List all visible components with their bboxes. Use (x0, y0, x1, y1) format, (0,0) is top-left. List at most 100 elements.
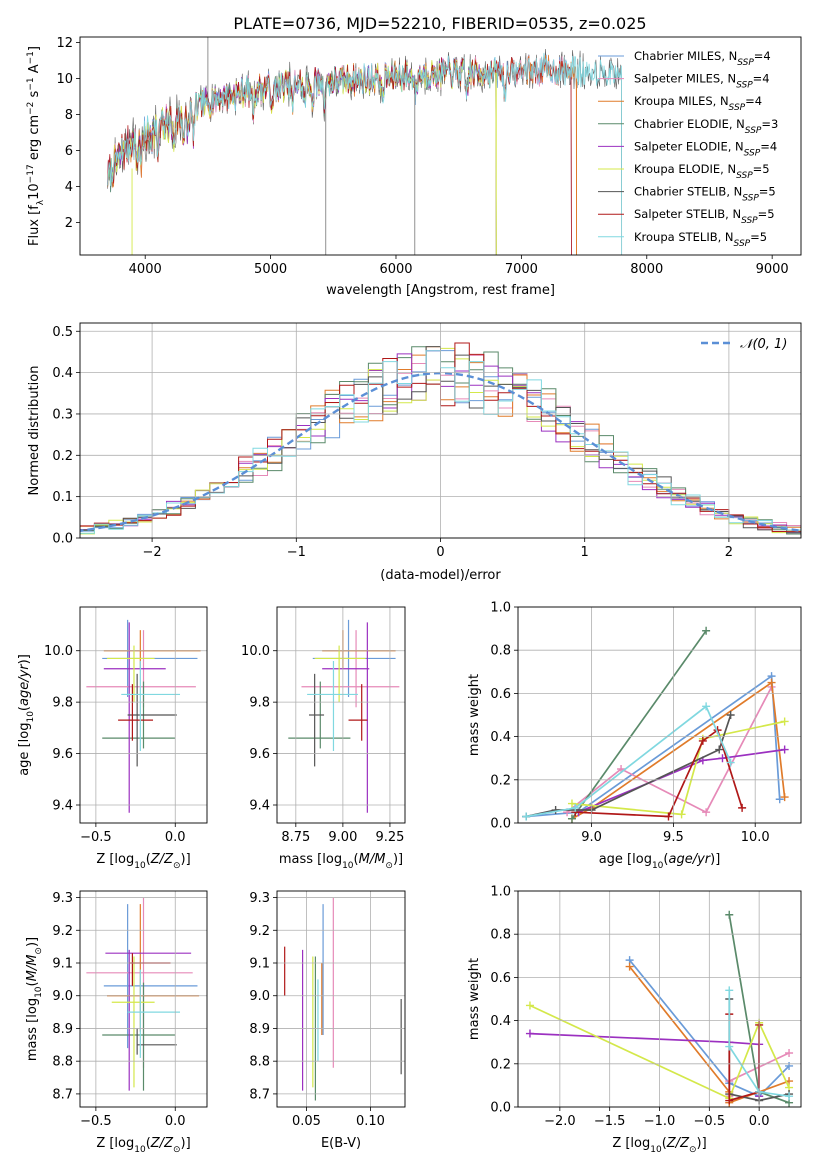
x-tick-label: 6000 (379, 262, 412, 277)
x-tick-label: −1 (287, 545, 306, 560)
spectrum-line (107, 52, 623, 255)
x-tick-label: 8000 (630, 262, 663, 277)
x-tick-label: 1 (581, 545, 589, 560)
legend-label: Chabrier MILES, NSSP=4 (634, 49, 771, 68)
y-tick-label: 9.2 (249, 924, 270, 939)
weight-marker (780, 793, 789, 802)
x-axis-label: wavelength [Angstrom, rest frame] (326, 283, 555, 298)
y-axis-label: mass weight (467, 674, 482, 756)
y-tick-label: 9.1 (249, 957, 270, 972)
weight-marker (567, 814, 576, 823)
y-tick-label: 10.0 (44, 644, 73, 659)
y-tick-label: 0.4 (52, 366, 73, 381)
weight-line-kroupa-elodie (571, 720, 785, 816)
y-tick-label: 0.4 (490, 730, 511, 745)
x-tick-label: 5000 (254, 262, 287, 277)
panel-weight-age: 9.0 9.5 10.0 0.0 0.2 0.4 0.6 0.8 1.0 (490, 601, 802, 845)
legend-label: Kroupa STELIB, NSSP=5 (634, 230, 767, 249)
legend-label: Kroupa ELODIE, NSSP=5 (634, 162, 770, 181)
axes-frame (79, 322, 802, 539)
y-tick-label: 9.0 (249, 989, 270, 1004)
y-tick-label: 0.0 (52, 532, 73, 547)
x-tick-label: 0.10 (356, 1114, 385, 1129)
weight-marker (522, 812, 531, 821)
weight-marker (767, 678, 776, 687)
y-tick-label: 9.3 (249, 891, 270, 906)
y-tick-label: 9.2 (52, 924, 73, 939)
y-tick-label: 8.7 (52, 1087, 73, 1102)
x-tick-label: −2 (143, 545, 162, 560)
y-tick-label: 0.6 (490, 971, 511, 986)
y-tick-label: 9.6 (52, 747, 73, 762)
y-tick-label: 12 (56, 36, 73, 51)
weight-marker (677, 810, 686, 819)
weight-marker (718, 754, 727, 763)
y-tick-label: 0.0 (490, 817, 511, 832)
x-tick-label: 0.0 (165, 830, 186, 845)
weight-marker (702, 702, 711, 711)
weight-marker (780, 717, 789, 726)
axes-frame (276, 606, 406, 824)
y-tick-label: 10 (56, 72, 73, 87)
x-axis-label: (data-model)/error (380, 568, 501, 583)
x-tick-label: 10.0 (741, 830, 770, 845)
y-tick-label: 0.5 (52, 325, 73, 340)
y-axis-label: mass weight (467, 958, 482, 1040)
x-axis-label: E(B-V) (321, 1136, 361, 1151)
legend-label: Salpeter ELODIE, NSSP=4 (634, 139, 777, 158)
y-tick-label: 9.4 (249, 799, 270, 814)
x-tick-label: 4000 (129, 262, 162, 277)
y-axis-label: mass [log10(M/M⊙)] (25, 937, 44, 1061)
x-tick-label: −1.0 (644, 1114, 676, 1129)
legend-label: Kroupa MILES, NSSP=4 (634, 94, 762, 113)
y-tick-label: 0.2 (52, 449, 73, 464)
panel-residuals: −2 −1 0 1 2 0.0 0.1 0.2 0.3 0.4 0.5 𝒩(0, 1) (52, 322, 802, 560)
y-tick-label: 9.1 (52, 957, 73, 972)
y-axis-label: Normed distribution (27, 366, 42, 496)
y-tick-label: 0.4 (490, 1014, 511, 1029)
weight-marker (525, 1029, 534, 1038)
x-tick-label: 9.0 (581, 830, 602, 845)
plot-area-spectrum (107, 37, 623, 255)
y-tick-label: 0.0 (490, 1101, 511, 1116)
weight-marker (726, 711, 735, 719)
y-tick-label: 0.1 (52, 490, 73, 505)
panel-mass-ebv: 0.05 0.10 8.7 8.8 8.9 9.0 9.1 9.2 9.3 (249, 890, 406, 1129)
y-tick-label: 8.9 (249, 1022, 270, 1037)
plot-area-age-z (86, 619, 201, 813)
axes-frame (79, 606, 208, 824)
weight-line-chabrier-miles (526, 674, 781, 818)
plot-area-age-mass (288, 619, 400, 813)
y-tick-label: 1.0 (490, 601, 511, 616)
weight-marker (702, 808, 711, 817)
y-tick-label: 9.4 (52, 799, 73, 814)
legend-label: Chabrier ELODIE, NSSP=3 (634, 117, 778, 136)
y-tick-label: 8.9 (52, 1022, 73, 1037)
y-tick-label: 0.2 (490, 1057, 511, 1072)
x-tick-label: 0.0 (749, 1114, 770, 1129)
figure-title: PLATE=0736, MJD=52210, FIBERID=0535, z=0… (233, 14, 646, 33)
y-tick-label: 1.0 (490, 885, 511, 900)
x-axis-label: Z [log10(Z/Z⊙)] (612, 1136, 706, 1155)
x-tick-label: −2.0 (544, 1114, 576, 1129)
weight-marker (664, 812, 673, 821)
weight-marker (625, 962, 634, 971)
y-tick-label: 0.8 (490, 928, 511, 943)
y-tick-label: 9.0 (52, 989, 73, 1004)
weight-line-kroupa-stelib (526, 705, 732, 818)
weight-line-chabrier-miles (628, 959, 790, 1098)
x-tick-label: −1.5 (594, 1114, 626, 1129)
weight-marker (525, 1001, 534, 1010)
weight-marker (725, 1096, 734, 1105)
weight-marker (785, 1092, 794, 1101)
plot-area-weight-age (522, 626, 789, 823)
y-tick-label: 6 (65, 144, 73, 159)
panel-age-mass: 8.75 9.00 9.25 9.4 9.6 9.8 10.0 (241, 606, 406, 845)
y-tick-label: 8 (65, 108, 73, 123)
panel-mass-z: −0.5 0.0 8.7 8.8 8.9 9.0 9.1 9.2 9.3 (52, 890, 208, 1129)
y-axis-label: Flux [fλ10−17 erg cm−2 s−1 A−1] (26, 46, 46, 246)
weight-marker (775, 795, 784, 804)
y-tick-label: 2 (65, 216, 73, 231)
weight-line-chabrier-elodie (571, 630, 707, 820)
